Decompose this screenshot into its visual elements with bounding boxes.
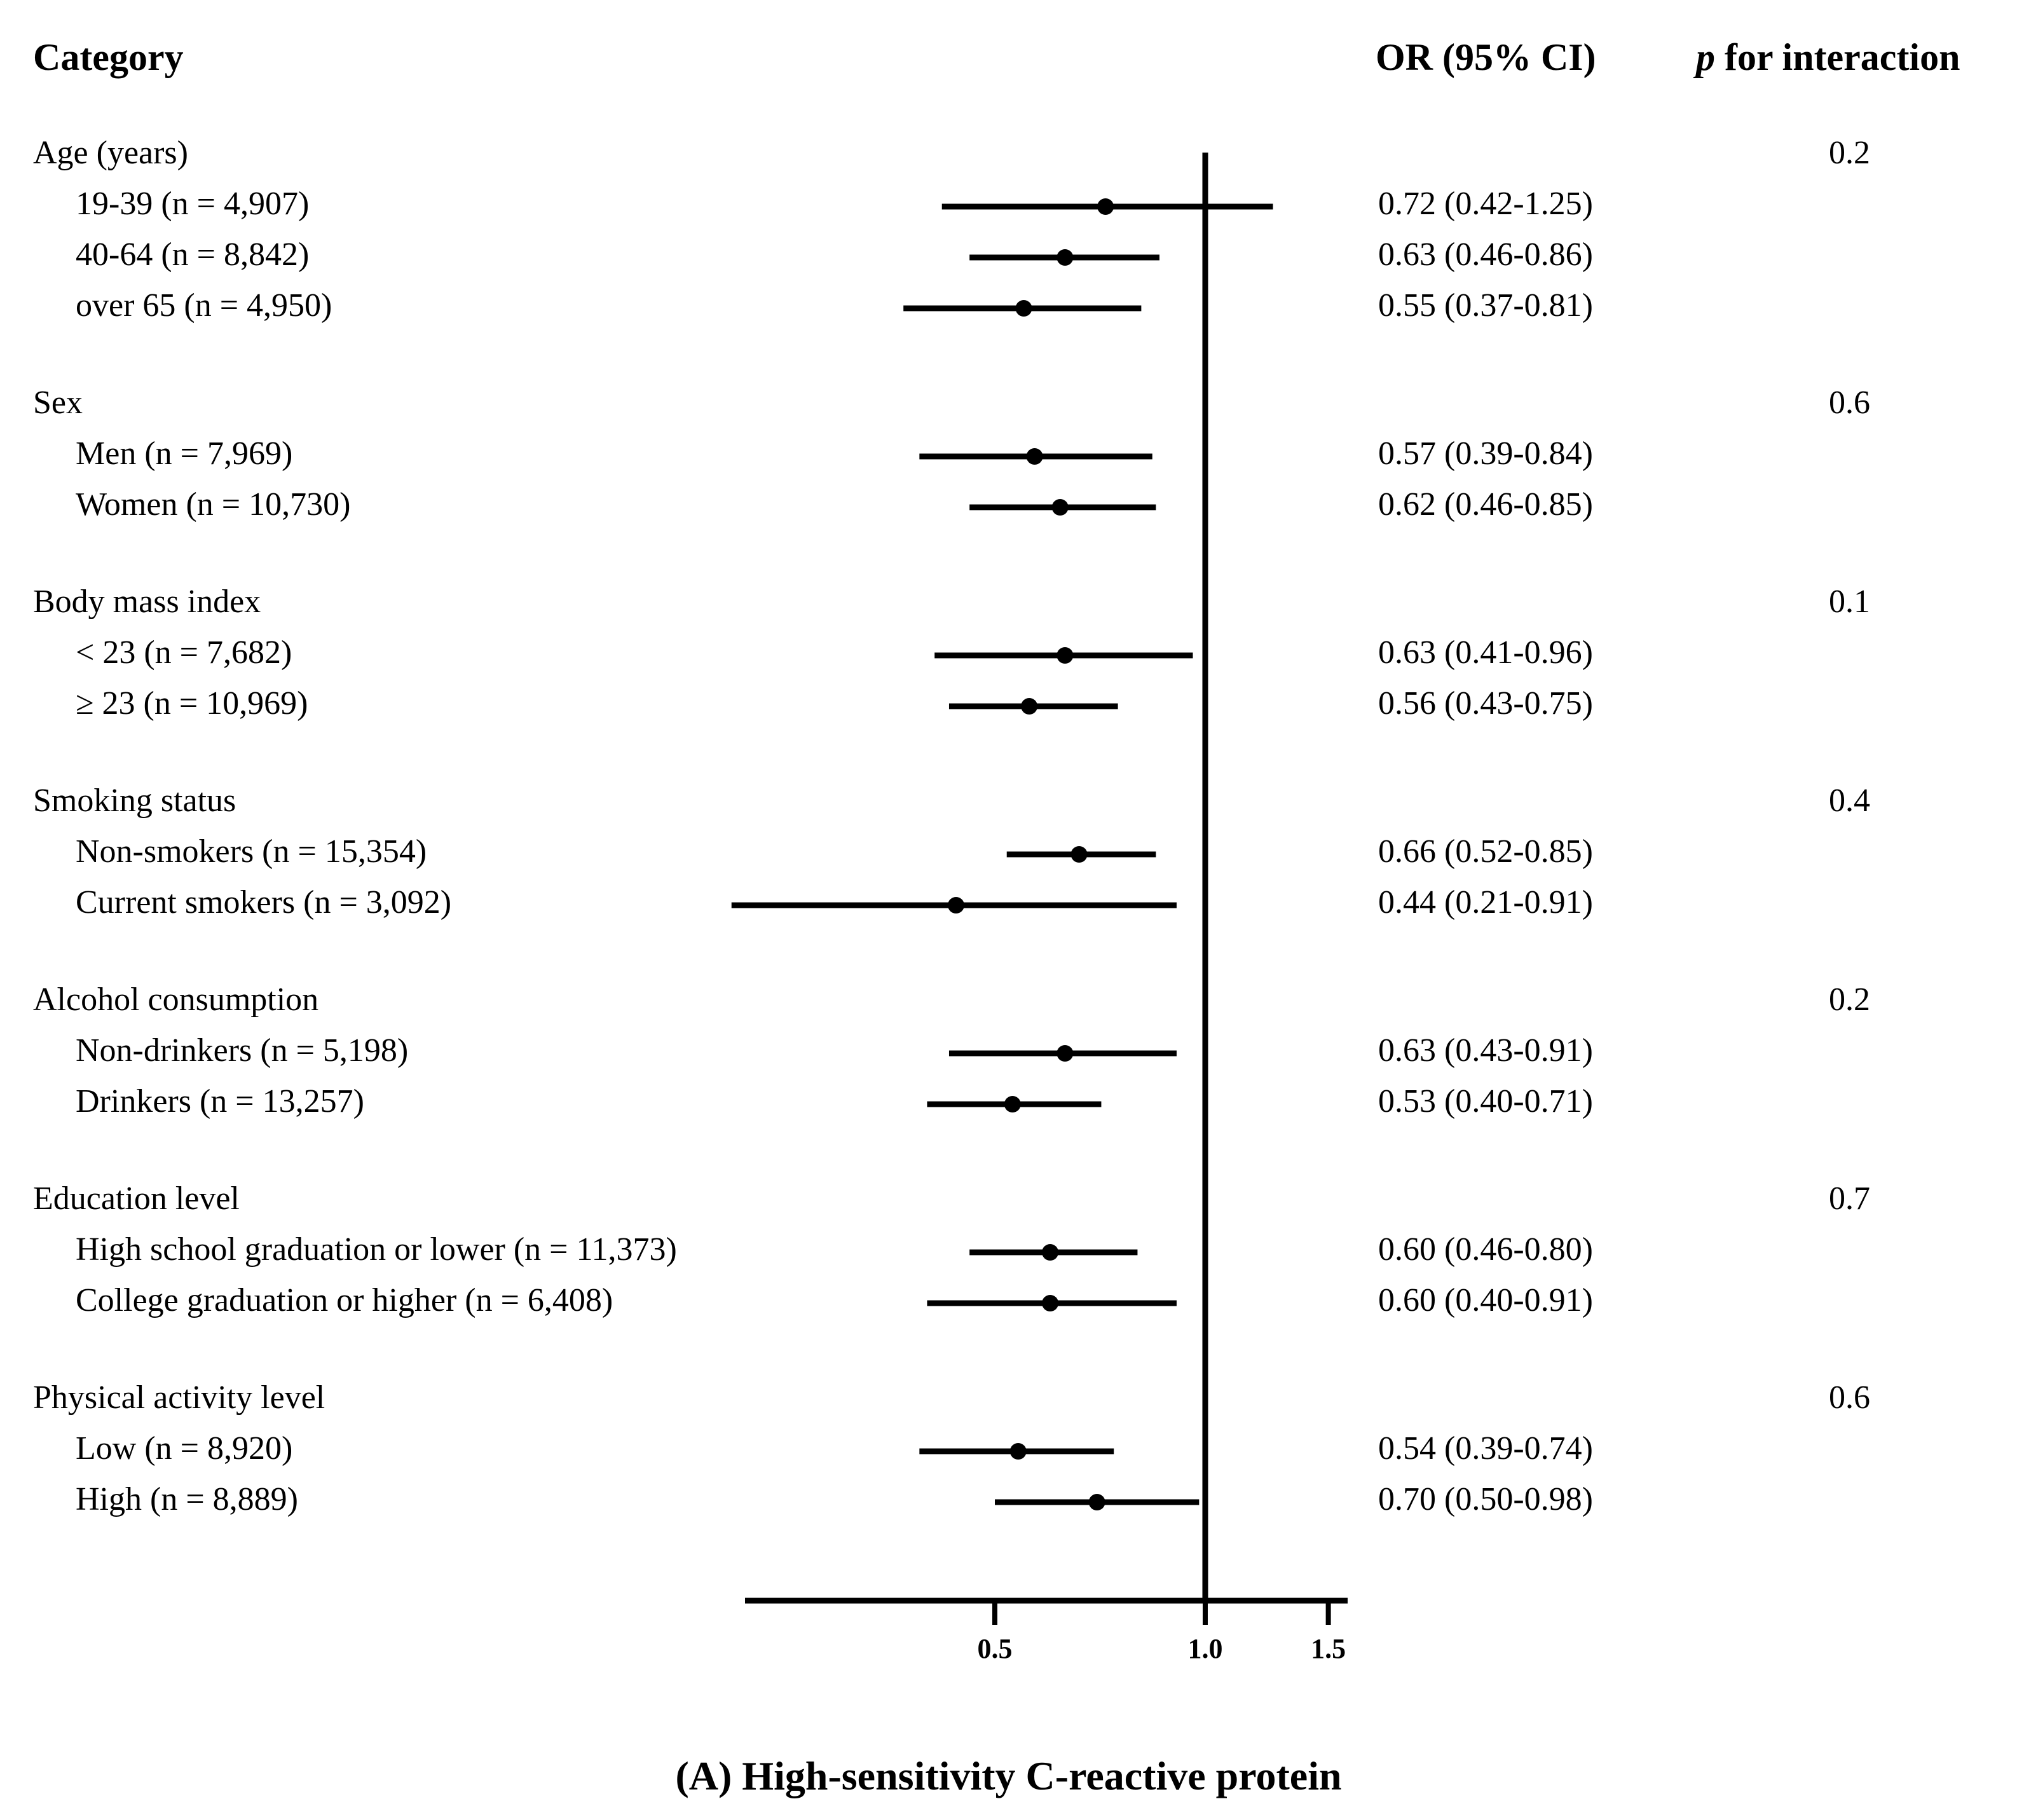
group-label: Smoking status bbox=[33, 783, 236, 819]
point-estimate bbox=[1051, 499, 1069, 516]
point-estimate bbox=[1009, 1443, 1027, 1460]
row-label: Low (n = 8,920) bbox=[76, 1430, 293, 1467]
row-label: Non-smokers (n = 15,354) bbox=[76, 833, 427, 870]
point-estimate bbox=[1056, 249, 1074, 266]
row-label: Non-drinkers (n = 5,198) bbox=[76, 1032, 409, 1069]
point-estimate bbox=[1004, 1096, 1021, 1112]
point-estimate bbox=[1070, 846, 1088, 863]
or-ci-value: 0.66 (0.52-0.85) bbox=[1378, 833, 1593, 870]
p-interaction-value: 0.6 bbox=[1829, 1379, 1870, 1416]
or-ci-value: 0.62 (0.46-0.85) bbox=[1378, 486, 1593, 523]
point-estimate bbox=[1015, 300, 1032, 317]
row-label: 40-64 (n = 8,842) bbox=[76, 236, 310, 273]
category-header: Category bbox=[33, 36, 184, 78]
x-tick-label: 1.0 bbox=[1188, 1633, 1223, 1664]
p-italic: p bbox=[1696, 36, 1715, 78]
x-tick-label: 0.5 bbox=[978, 1633, 1013, 1664]
row-label: over 65 (n = 4,950) bbox=[76, 287, 332, 324]
or-ci-value: 0.72 (0.42-1.25) bbox=[1378, 186, 1593, 222]
group-label: Alcohol consumption bbox=[33, 982, 319, 1018]
group-label: Education level bbox=[33, 1180, 240, 1217]
or-header: OR (95% CI) bbox=[1376, 36, 1596, 78]
or-ci-value: 0.44 (0.21-0.91) bbox=[1378, 884, 1593, 920]
point-estimate bbox=[1021, 698, 1038, 715]
row-label: ≥ 23 (n = 10,969) bbox=[76, 685, 308, 722]
or-ci-value: 0.53 (0.40-0.71) bbox=[1378, 1083, 1593, 1119]
x-tick-label: 1.5 bbox=[1311, 1633, 1346, 1664]
p-interaction-value: 0.4 bbox=[1829, 783, 1870, 819]
point-estimate bbox=[1042, 1244, 1059, 1261]
row-label: College graduation or higher (n = 6,408) bbox=[76, 1282, 613, 1318]
or-ci-value: 0.60 (0.46-0.80) bbox=[1378, 1231, 1593, 1268]
p-interaction-value: 0.7 bbox=[1829, 1180, 1870, 1217]
or-ci-value: 0.63 (0.46-0.86) bbox=[1378, 236, 1593, 273]
p-interaction-value: 0.2 bbox=[1829, 982, 1870, 1018]
point-estimate bbox=[947, 897, 964, 913]
point-estimate bbox=[1056, 1045, 1074, 1062]
or-ci-value: 0.54 (0.39-0.74) bbox=[1378, 1430, 1593, 1467]
p-rest: for interaction bbox=[1715, 36, 1960, 78]
or-ci-value: 0.56 (0.43-0.75) bbox=[1378, 685, 1593, 722]
row-label: Women (n = 10,730) bbox=[76, 486, 351, 523]
point-estimate bbox=[1056, 647, 1074, 664]
group-label: Body mass index bbox=[33, 584, 261, 620]
row-label: < 23 (n = 7,682) bbox=[76, 634, 292, 671]
or-ci-value: 0.63 (0.43-0.91) bbox=[1378, 1032, 1593, 1069]
point-estimate bbox=[1097, 198, 1114, 215]
or-ci-value: 0.55 (0.37-0.81) bbox=[1378, 287, 1593, 324]
figure-caption: (A) High-sensitivity C-reactive protein bbox=[675, 1753, 1342, 1798]
or-ci-value: 0.57 (0.39-0.84) bbox=[1378, 435, 1593, 472]
or-ci-value: 0.63 (0.41-0.96) bbox=[1378, 634, 1593, 671]
row-label: High school graduation or lower (n = 11,… bbox=[76, 1231, 677, 1268]
p-interaction-value: 0.6 bbox=[1829, 385, 1870, 421]
group-label: Physical activity level bbox=[33, 1379, 325, 1416]
p-interaction-header: p for interaction bbox=[1696, 38, 1960, 76]
group-label: Sex bbox=[33, 385, 83, 421]
or-ci-value: 0.60 (0.40-0.91) bbox=[1378, 1282, 1593, 1318]
point-estimate bbox=[1042, 1295, 1059, 1311]
p-interaction-value: 0.2 bbox=[1829, 135, 1870, 171]
point-estimate bbox=[1026, 448, 1043, 465]
row-label: Men (n = 7,969) bbox=[76, 435, 293, 472]
row-label: Current smokers (n = 3,092) bbox=[76, 884, 452, 920]
point-estimate bbox=[1088, 1494, 1105, 1510]
row-label: 19-39 (n = 4,907) bbox=[76, 186, 310, 222]
or-ci-value: 0.70 (0.50-0.98) bbox=[1378, 1481, 1593, 1517]
group-label: Age (years) bbox=[33, 135, 188, 171]
row-label: Drinkers (n = 13,257) bbox=[76, 1083, 364, 1119]
p-interaction-value: 0.1 bbox=[1829, 584, 1870, 620]
row-label: High (n = 8,889) bbox=[76, 1481, 298, 1517]
